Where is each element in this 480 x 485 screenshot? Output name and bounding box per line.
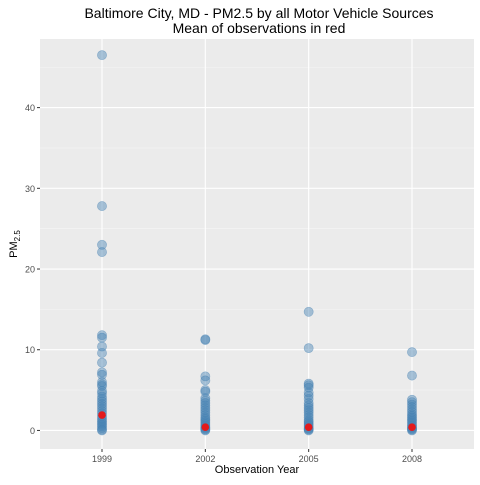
observation-point xyxy=(97,50,107,61)
observation-points xyxy=(97,50,417,436)
x-tick-label: 2008 xyxy=(402,454,422,464)
mean-point xyxy=(201,423,210,432)
observation-point xyxy=(303,343,314,354)
y-tick-label: 0 xyxy=(30,426,35,436)
observation-point xyxy=(97,388,107,399)
observation-point xyxy=(407,406,417,417)
observation-point xyxy=(97,377,107,387)
chart-title-line2: Mean of observations in red xyxy=(173,20,346,36)
x-axis-label: Observation Year xyxy=(215,464,300,476)
y-axis-label-main: PM xyxy=(8,241,20,258)
x-tick-label: 1999 xyxy=(92,454,112,464)
mean-point xyxy=(408,423,416,432)
y-tick-label: 40 xyxy=(25,103,35,113)
y-tick-label: 20 xyxy=(25,265,35,275)
observation-point xyxy=(97,201,107,211)
observation-point xyxy=(97,369,107,380)
observation-point xyxy=(303,380,314,391)
observation-point xyxy=(303,306,314,317)
observation-point xyxy=(97,330,107,341)
observation-point xyxy=(200,335,211,345)
mean-point xyxy=(304,423,313,432)
observation-point xyxy=(97,239,107,250)
chart-title-line1: Baltimore City, MD - PM2.5 by all Motor … xyxy=(84,5,433,21)
mean-point xyxy=(98,411,106,419)
y-tick-label: 10 xyxy=(25,345,35,355)
observation-point xyxy=(407,370,417,381)
observation-point xyxy=(97,385,107,396)
observation-point xyxy=(200,410,211,421)
y-tick-label: 30 xyxy=(25,184,35,194)
y-axis-label: PM2.5 xyxy=(8,230,22,258)
x-tick-label: 2002 xyxy=(195,454,215,464)
observation-point xyxy=(97,425,107,436)
grid-major xyxy=(40,39,474,449)
observation-point xyxy=(97,357,107,368)
observation-point xyxy=(97,367,107,378)
observation-point xyxy=(200,371,211,382)
observation-point xyxy=(200,375,211,386)
grid-minor xyxy=(40,66,474,391)
observation-point xyxy=(97,247,107,257)
x-tick-label: 2005 xyxy=(299,454,319,464)
observation-point xyxy=(97,332,107,343)
mean-points xyxy=(98,411,416,432)
observation-point xyxy=(407,347,417,358)
y-axis-label-subscript: 2.5 xyxy=(13,230,22,242)
observation-point xyxy=(303,412,314,423)
observation-point xyxy=(303,390,314,401)
y-axis: 0 10 20 30 40 xyxy=(25,103,40,436)
x-axis: 1999 2002 2005 2008 xyxy=(92,449,422,464)
observation-point xyxy=(97,348,107,358)
